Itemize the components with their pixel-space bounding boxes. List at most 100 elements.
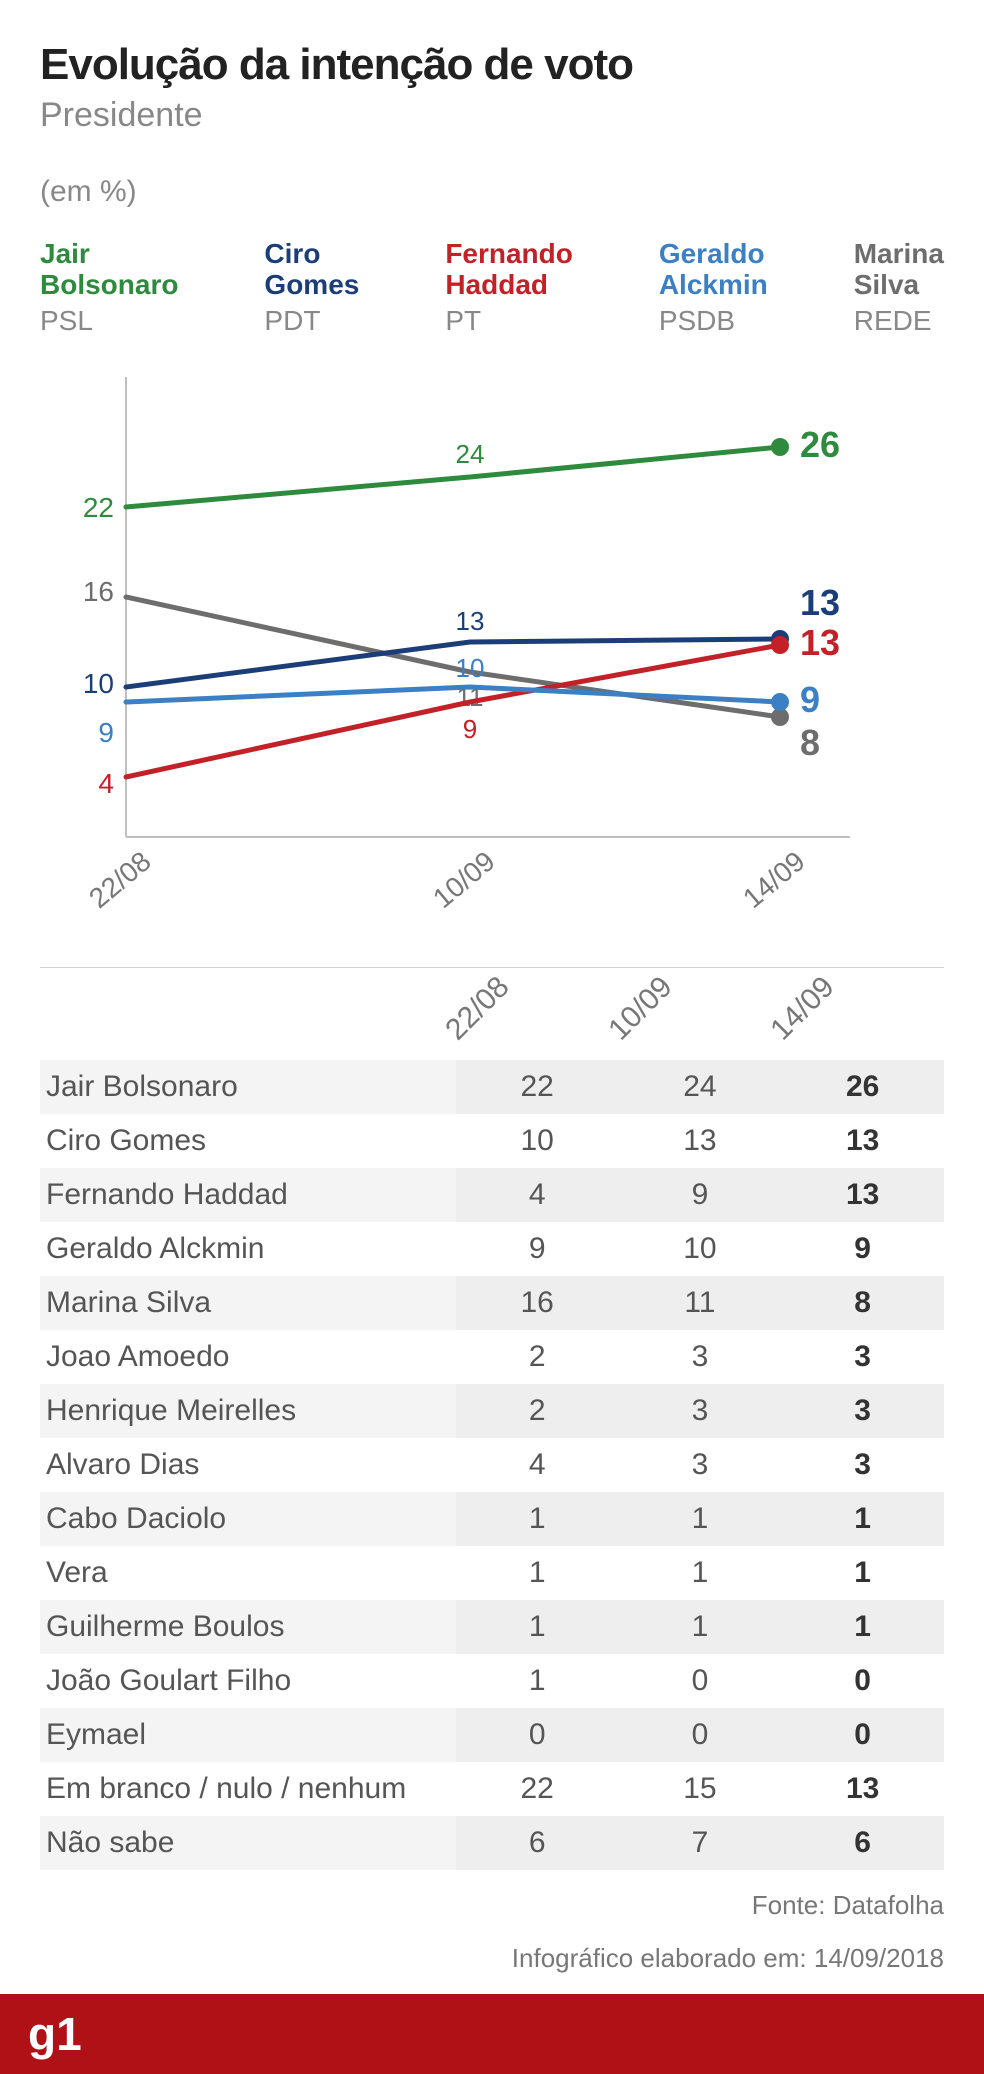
legend-party: PSDB bbox=[659, 305, 768, 337]
svg-text:16: 16 bbox=[83, 576, 114, 607]
row-value: 8 bbox=[781, 1276, 944, 1330]
legend-name: JairBolsonaro bbox=[40, 239, 178, 301]
table-date-header: 10/09 bbox=[602, 908, 754, 1060]
legend-item: CiroGomesPDT bbox=[264, 239, 359, 337]
table-row: Guilherme Boulos111 bbox=[40, 1600, 944, 1654]
row-name: Alvaro Dias bbox=[40, 1438, 456, 1492]
row-value: 3 bbox=[619, 1384, 782, 1438]
row-value: 9 bbox=[619, 1168, 782, 1222]
table-row: Ciro Gomes101313 bbox=[40, 1114, 944, 1168]
row-value: 3 bbox=[781, 1330, 944, 1384]
legend-item: FernandoHaddad PT bbox=[445, 239, 573, 337]
row-value: 4 bbox=[456, 1168, 619, 1222]
page-subtitle: Presidente bbox=[40, 96, 944, 135]
table-row: Em branco / nulo / nenhum221513 bbox=[40, 1762, 944, 1816]
row-name: Eymael bbox=[40, 1708, 456, 1762]
row-name: Henrique Meirelles bbox=[40, 1384, 456, 1438]
legend-name: GeraldoAlckmin bbox=[659, 239, 768, 301]
legend-item: MarinaSilvaREDE bbox=[854, 239, 944, 337]
row-value: 1 bbox=[456, 1492, 619, 1546]
svg-text:9: 9 bbox=[463, 714, 477, 744]
row-value: 9 bbox=[781, 1222, 944, 1276]
row-value: 1 bbox=[456, 1546, 619, 1600]
svg-text:10/09: 10/09 bbox=[427, 845, 501, 914]
table-row: Fernando Haddad4913 bbox=[40, 1168, 944, 1222]
row-value: 0 bbox=[619, 1654, 782, 1708]
table-row: João Goulart Filho100 bbox=[40, 1654, 944, 1708]
row-name: Fernando Haddad bbox=[40, 1168, 456, 1222]
legend-party: PT bbox=[445, 305, 573, 337]
table-row: Eymael000 bbox=[40, 1708, 944, 1762]
row-value: 16 bbox=[456, 1276, 619, 1330]
row-value: 6 bbox=[456, 1816, 619, 1870]
table-row: Cabo Daciolo111 bbox=[40, 1492, 944, 1546]
source-label: Fonte: Datafolha bbox=[40, 1890, 944, 1921]
svg-text:24: 24 bbox=[456, 439, 485, 469]
row-value: 1 bbox=[456, 1654, 619, 1708]
legend-party: PSL bbox=[40, 305, 178, 337]
brand-logo: g1 bbox=[28, 2007, 82, 2061]
svg-text:13: 13 bbox=[456, 606, 485, 636]
table-row: Não sabe676 bbox=[40, 1816, 944, 1870]
row-value: 13 bbox=[781, 1762, 944, 1816]
row-value: 22 bbox=[456, 1762, 619, 1816]
legend-party: REDE bbox=[854, 305, 944, 337]
legend: JairBolsonaro PSL CiroGomesPDT FernandoHadd… bbox=[40, 239, 944, 337]
row-name: Ciro Gomes bbox=[40, 1114, 456, 1168]
footer-notes: Fonte: Datafolha Infográfico elaborado e… bbox=[40, 1890, 944, 1974]
row-value: 1 bbox=[781, 1600, 944, 1654]
row-value: 4 bbox=[456, 1438, 619, 1492]
row-value: 9 bbox=[456, 1222, 619, 1276]
row-name: Joao Amoedo bbox=[40, 1330, 456, 1384]
line-chart: 22/0810/0914/092224261611810131349139109 bbox=[40, 367, 944, 927]
legend-item: JairBolsonaro PSL bbox=[40, 239, 178, 337]
row-name: Vera bbox=[40, 1546, 456, 1600]
table-date-header: 22/08 bbox=[439, 908, 591, 1060]
data-table-wrap: 22/0810/0914/09 Jair Bolsonaro222426Ciro… bbox=[40, 967, 944, 1870]
row-value: 13 bbox=[781, 1114, 944, 1168]
svg-text:26: 26 bbox=[800, 424, 840, 465]
row-value: 26 bbox=[781, 1060, 944, 1114]
svg-text:13: 13 bbox=[800, 582, 840, 623]
row-value: 1 bbox=[781, 1492, 944, 1546]
row-value: 11 bbox=[619, 1276, 782, 1330]
svg-text:9: 9 bbox=[98, 717, 114, 748]
svg-text:22/08: 22/08 bbox=[83, 845, 157, 914]
credit-label: Infográfico elaborado em: 14/09/2018 bbox=[40, 1943, 944, 1974]
table-row: Henrique Meirelles233 bbox=[40, 1384, 944, 1438]
row-value: 0 bbox=[619, 1708, 782, 1762]
table-row: Vera111 bbox=[40, 1546, 944, 1600]
row-value: 1 bbox=[456, 1600, 619, 1654]
row-name: Cabo Daciolo bbox=[40, 1492, 456, 1546]
row-value: 3 bbox=[781, 1438, 944, 1492]
svg-text:4: 4 bbox=[98, 768, 114, 799]
page-title: Evolução da intenção de voto bbox=[40, 40, 944, 90]
table-date-header: 14/09 bbox=[764, 908, 916, 1060]
row-name: João Goulart Filho bbox=[40, 1654, 456, 1708]
row-value: 2 bbox=[456, 1384, 619, 1438]
row-name: Em branco / nulo / nenhum bbox=[40, 1762, 456, 1816]
unit-label: (em %) bbox=[40, 175, 944, 209]
row-value: 24 bbox=[619, 1060, 782, 1114]
row-name: Geraldo Alckmin bbox=[40, 1222, 456, 1276]
row-value: 3 bbox=[619, 1330, 782, 1384]
row-name: Marina Silva bbox=[40, 1276, 456, 1330]
legend-party: PDT bbox=[264, 305, 359, 337]
row-value: 0 bbox=[781, 1654, 944, 1708]
svg-text:10: 10 bbox=[456, 653, 485, 683]
row-value: 3 bbox=[619, 1438, 782, 1492]
row-value: 13 bbox=[781, 1168, 944, 1222]
svg-text:8: 8 bbox=[800, 722, 820, 763]
row-value: 1 bbox=[619, 1546, 782, 1600]
row-value: 3 bbox=[781, 1384, 944, 1438]
row-name: Jair Bolsonaro bbox=[40, 1060, 456, 1114]
row-value: 10 bbox=[456, 1114, 619, 1168]
row-value: 0 bbox=[781, 1708, 944, 1762]
table-row: Alvaro Dias433 bbox=[40, 1438, 944, 1492]
legend-name: FernandoHaddad bbox=[445, 239, 573, 301]
data-table: 22/0810/0914/09 Jair Bolsonaro222426Ciro… bbox=[40, 1008, 944, 1870]
row-name: Não sabe bbox=[40, 1816, 456, 1870]
row-value: 1 bbox=[619, 1492, 782, 1546]
svg-text:9: 9 bbox=[800, 679, 820, 720]
svg-text:22: 22 bbox=[83, 492, 114, 523]
